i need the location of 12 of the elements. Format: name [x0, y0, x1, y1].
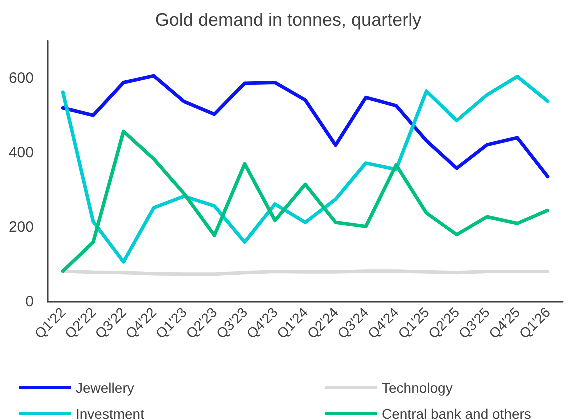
y-tick-label: 400 [8, 144, 34, 162]
y-tick-label: 600 [8, 70, 34, 87]
line-series [61, 75, 550, 264]
y-tick-label: 200 [8, 218, 34, 236]
line-series [61, 130, 550, 274]
legend-label: Investment [76, 406, 145, 420]
line-series [61, 74, 550, 178]
y-tick-label: 0 [26, 294, 34, 310]
legend-label: Technology [382, 380, 453, 396]
legend-label: Central bank and others [382, 406, 532, 420]
legend-label: Jewellery [76, 380, 134, 396]
chart-title: Gold demand in tonnes, quarterly [155, 10, 422, 30]
